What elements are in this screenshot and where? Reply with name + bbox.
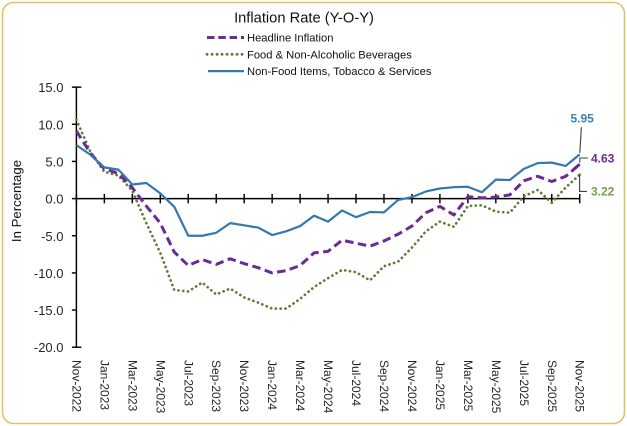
svg-text:Food & Non-Alcoholic Beverages: Food & Non-Alcoholic Beverages [247,49,412,61]
svg-text:5.0: 5.0 [45,154,63,169]
svg-text:Jan-2025: Jan-2025 [433,360,447,410]
svg-text:-5.0: -5.0 [41,229,63,244]
svg-text:-20.0: -20.0 [34,340,64,355]
svg-text:May-2025: May-2025 [489,360,503,414]
svg-text:Nov-2023: Nov-2023 [237,360,251,412]
svg-text:10.0: 10.0 [38,117,63,132]
svg-text:Jul-2024: Jul-2024 [349,360,363,406]
svg-text:Jan-2024: Jan-2024 [265,360,279,410]
svg-text:Sep-2025: Sep-2025 [545,360,559,412]
svg-text:Sep-2024: Sep-2024 [377,360,391,412]
svg-text:In Percentage: In Percentage [9,160,24,242]
svg-text:May-2023: May-2023 [153,360,167,414]
svg-text:15.0: 15.0 [38,80,63,95]
svg-text:May-2024: May-2024 [321,360,335,414]
svg-text:5.95: 5.95 [571,112,595,126]
svg-text:Mar-2023: Mar-2023 [125,360,139,412]
svg-text:0.0: 0.0 [45,192,63,207]
svg-text:4.63: 4.63 [591,152,615,166]
svg-text:-10.0: -10.0 [34,266,64,281]
svg-text:Inflation Rate (Y-O-Y): Inflation Rate (Y-O-Y) [234,11,374,27]
svg-text:3.22: 3.22 [591,185,615,199]
svg-text:Headline Inflation: Headline Inflation [247,33,333,45]
svg-text:Mar-2024: Mar-2024 [293,360,307,412]
svg-text:Jul-2023: Jul-2023 [181,360,195,406]
svg-text:Nov-2024: Nov-2024 [405,360,419,412]
svg-text:Mar-2025: Mar-2025 [461,360,475,412]
svg-text:Jan-2023: Jan-2023 [97,360,111,410]
svg-text:Nov-2025: Nov-2025 [573,360,587,412]
svg-text:Jul-2025: Jul-2025 [517,360,531,406]
svg-text:-15.0: -15.0 [34,303,64,318]
svg-text:Non-Food Items, Tobacco & Serv: Non-Food Items, Tobacco & Services [247,66,432,78]
svg-text:Sep-2023: Sep-2023 [209,360,223,412]
svg-text:Nov-2022: Nov-2022 [69,360,83,412]
